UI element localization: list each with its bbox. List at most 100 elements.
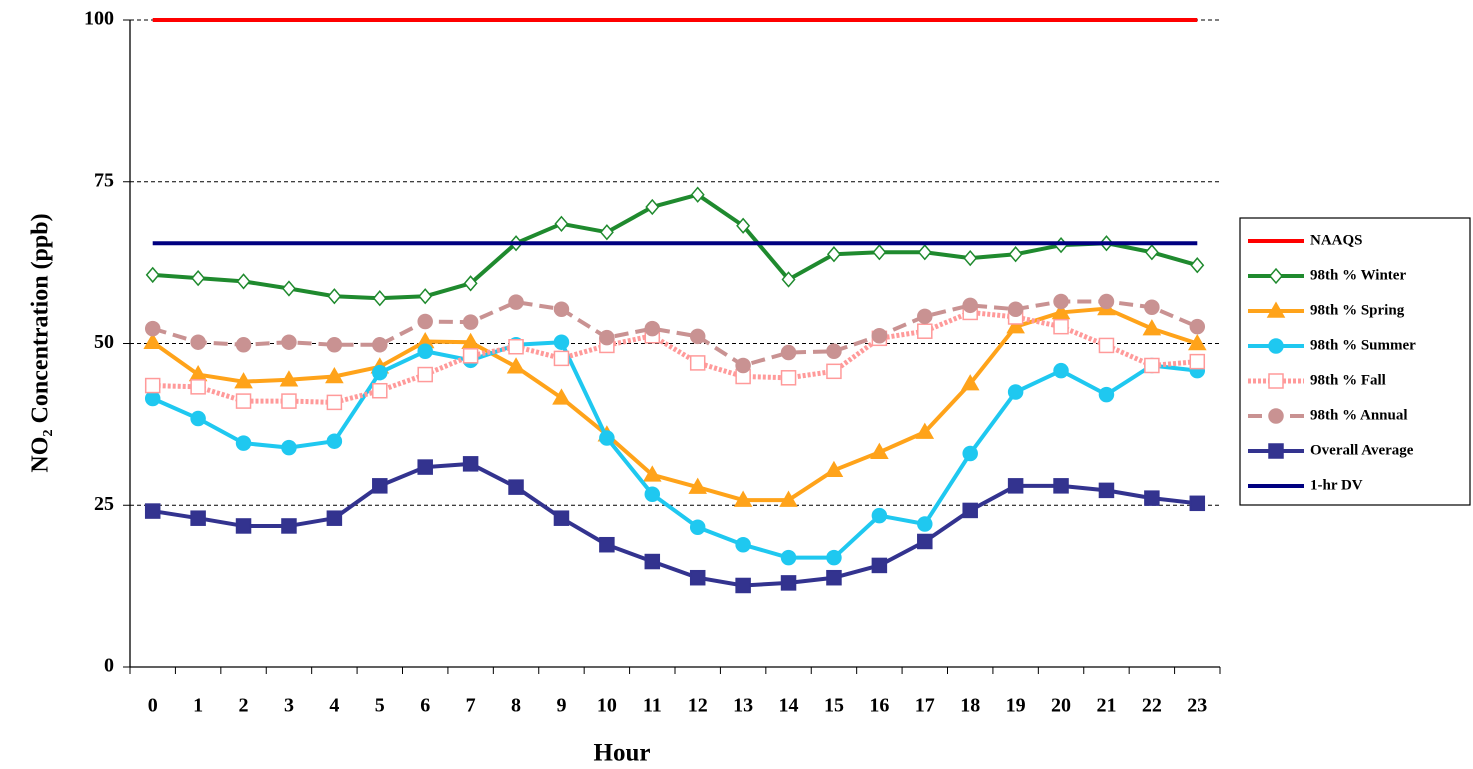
marker [826,569,842,586]
marker [508,338,524,355]
x-tick-label: 3 [284,695,294,717]
marker [326,433,343,449]
marker [1053,362,1069,379]
marker [599,329,615,346]
marker [1098,337,1115,354]
x-tick-label: 11 [643,695,662,717]
marker [735,536,751,553]
marker [462,348,479,364]
marker [326,337,343,353]
marker [826,246,841,263]
marker [372,364,388,381]
marker [279,370,299,387]
marker [1144,490,1160,506]
x-tick-label: 21 [1096,695,1116,717]
x-tick-label: 15 [824,695,844,717]
y-tick-label: 50 [94,331,114,353]
x-tick-label: 16 [869,695,889,717]
marker [871,557,888,574]
marker [689,355,706,371]
x-tick-label: 17 [915,695,935,717]
x-tick-label: 5 [375,695,385,717]
marker [327,288,342,305]
marker [642,465,662,482]
marker [506,357,526,374]
marker [236,273,251,290]
marker [780,370,797,386]
marker [917,516,933,532]
legend-label: Overall Average [1310,442,1414,458]
marker [1144,244,1159,261]
legend-label: 98th % Annual [1310,407,1408,423]
marker [281,334,297,350]
x-tick-label: 18 [960,695,980,717]
marker [599,536,615,553]
marker [1187,333,1207,351]
marker [780,549,797,566]
marker [552,388,571,405]
marker [281,393,297,409]
x-tick-label: 1 [193,695,203,717]
marker [644,486,661,503]
marker [372,337,388,353]
marker [1007,384,1024,400]
legend-label: NAAQS [1310,232,1363,248]
marker [735,357,751,374]
marker [372,478,388,494]
marker [508,479,524,495]
marker [281,439,297,456]
marker [1189,353,1206,370]
x-tick-label: 0 [148,695,158,717]
legend-label: 98th % Fall [1310,372,1386,388]
marker [781,271,796,288]
marker [1006,317,1025,334]
x-tick-label: 8 [511,695,521,717]
x-tick-label: 19 [1006,695,1026,717]
marker [1053,478,1069,494]
marker [235,518,252,534]
marker [1268,408,1284,424]
marker [689,519,706,535]
marker [1007,478,1024,494]
marker [599,430,615,446]
marker [144,503,161,519]
marker [917,323,933,339]
marker [145,266,160,284]
marker [917,308,933,325]
marker [917,244,932,261]
marker [508,294,524,310]
marker [191,270,206,287]
marker [1053,293,1069,310]
marker [325,366,344,384]
marker [190,510,206,526]
marker [1266,301,1286,318]
marker [1189,495,1206,512]
x-tick-label: 7 [466,695,476,717]
marker [915,422,935,439]
legend-label: 1-hr DV [1310,477,1363,493]
marker [372,382,388,399]
marker [417,459,433,475]
y-tick-label: 25 [94,493,114,515]
marker [871,507,888,524]
marker [553,350,570,367]
marker [736,217,751,234]
x-tick-label: 22 [1142,695,1162,717]
marker [143,332,163,349]
y-tick-label: 100 [84,8,114,30]
marker [1007,301,1024,317]
marker [870,442,889,459]
marker [917,533,933,550]
marker [417,366,433,383]
marker [234,372,253,389]
marker [962,445,978,462]
marker [1268,373,1284,389]
marker [779,490,798,507]
x-tick-label: 4 [329,695,339,717]
marker [780,344,797,361]
marker [826,343,842,360]
marker [871,327,888,344]
marker [644,320,661,337]
marker [735,577,751,594]
